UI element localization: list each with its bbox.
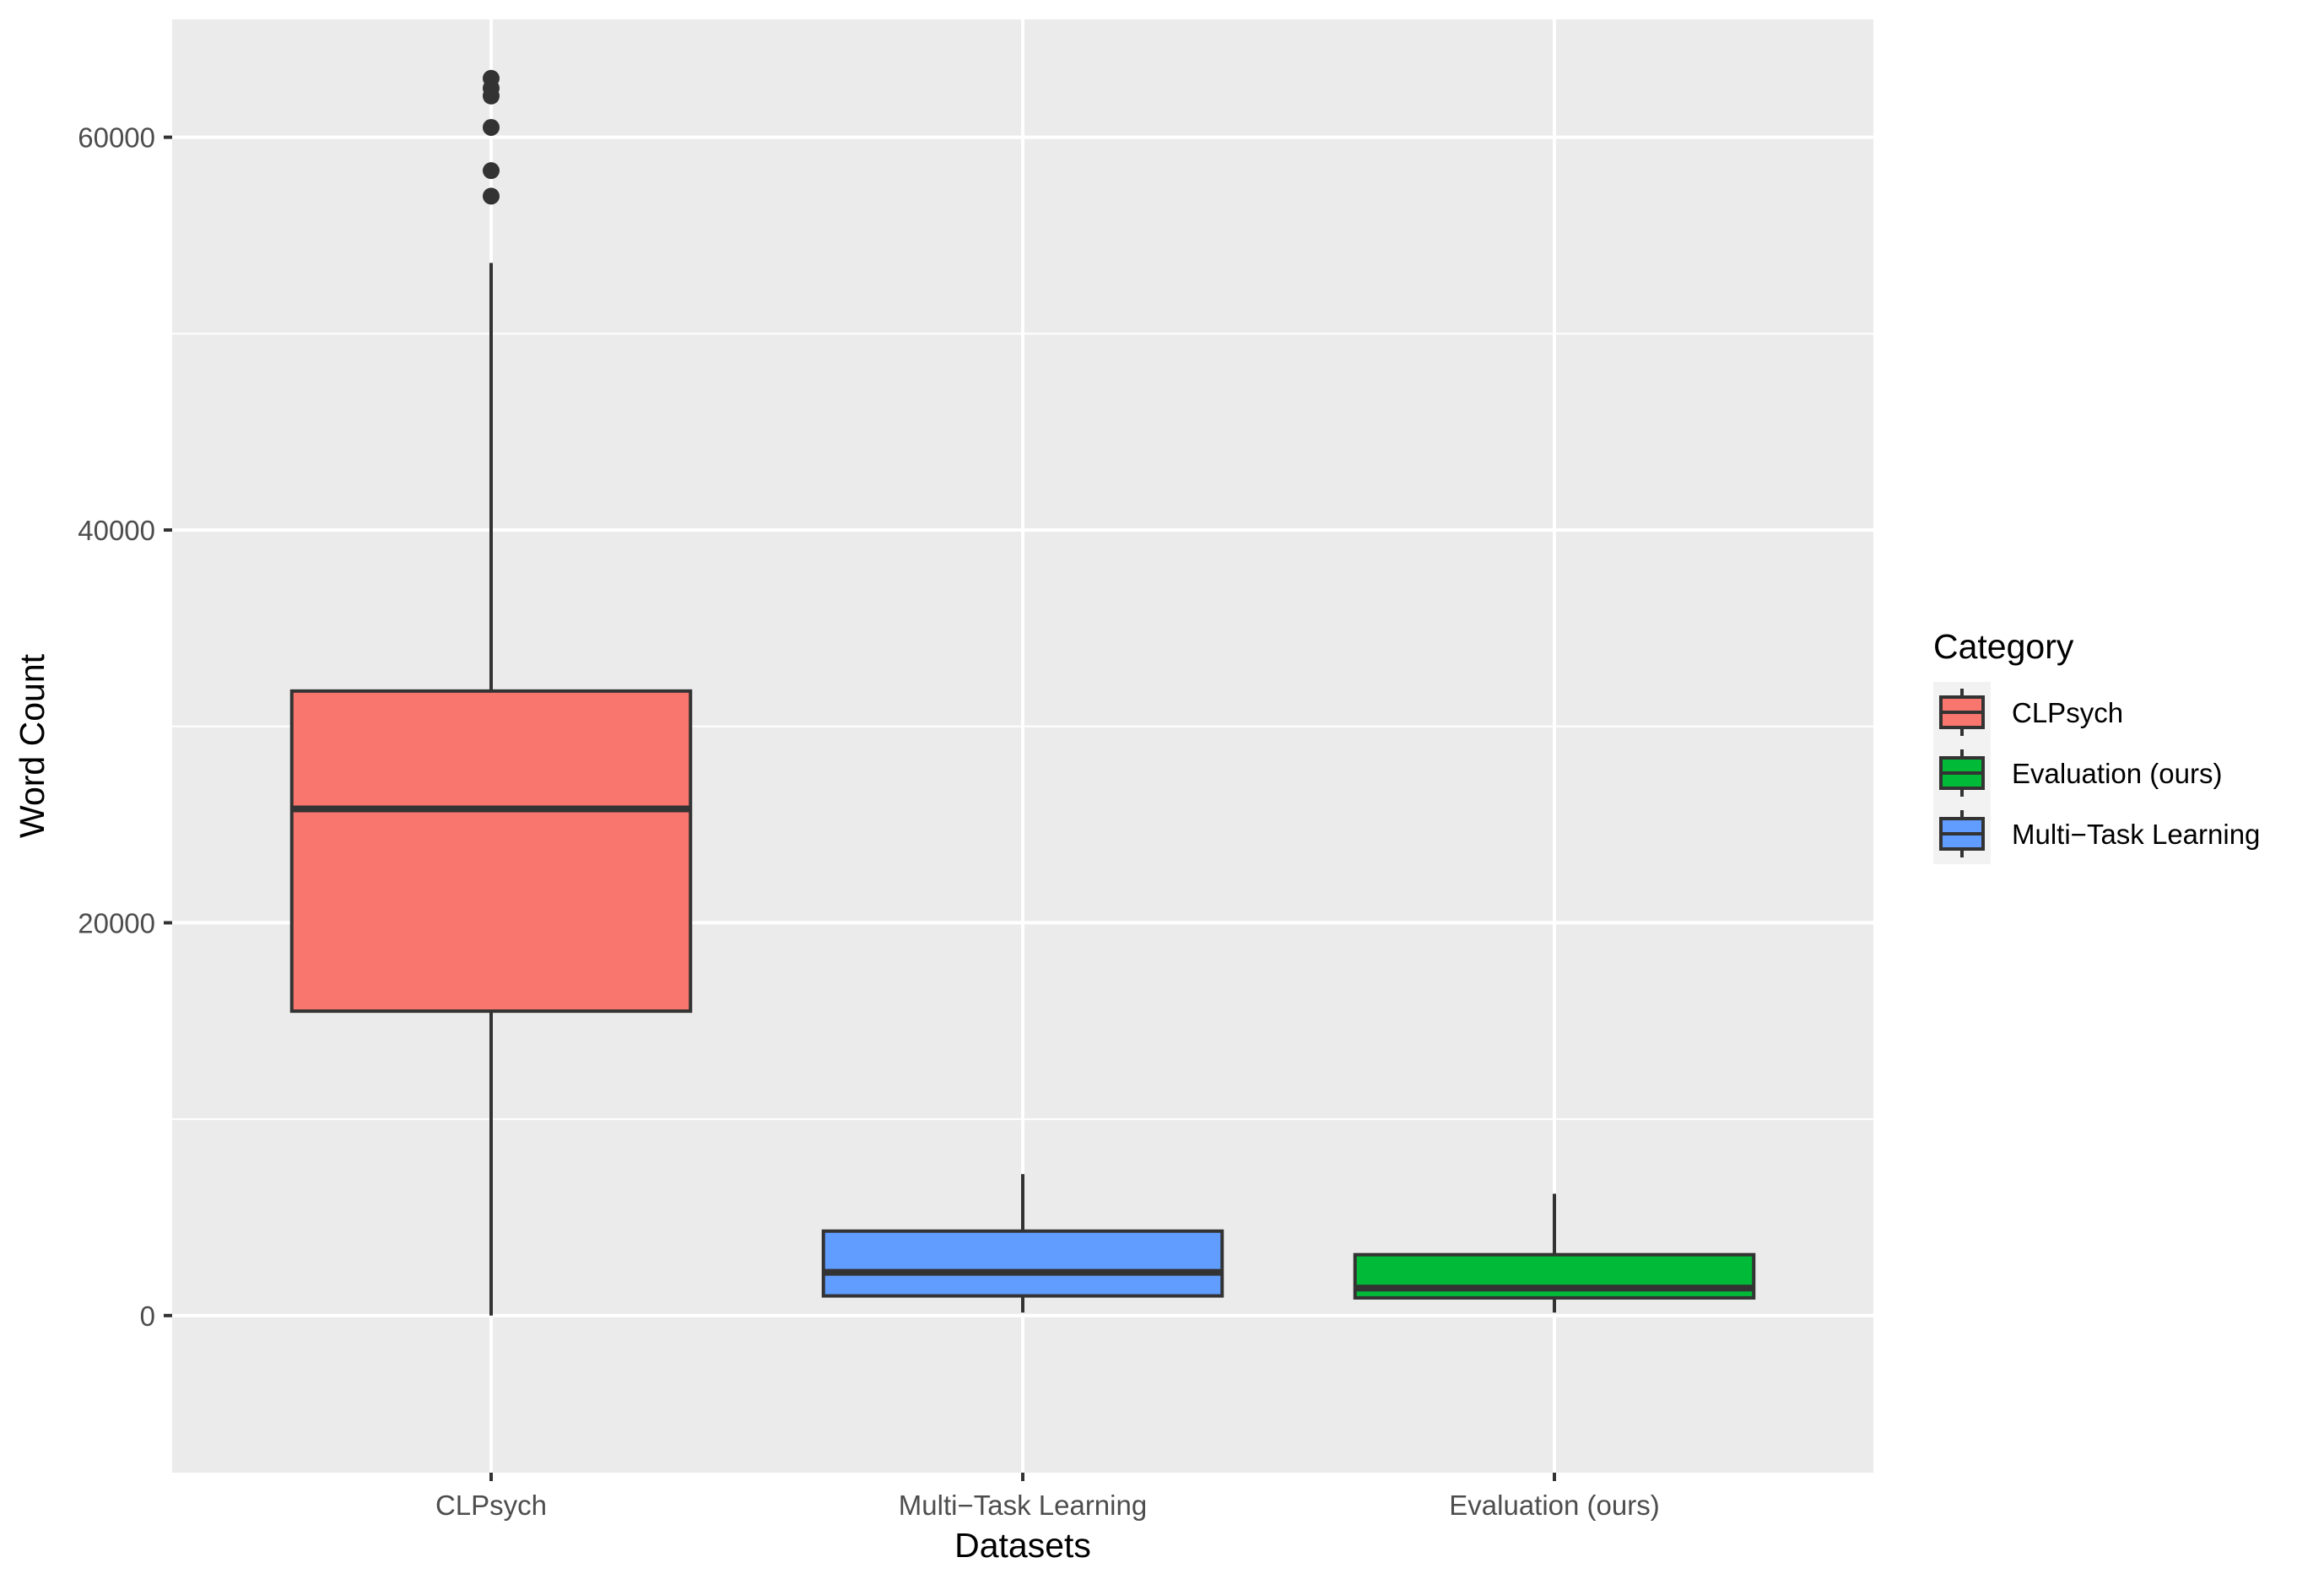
x-axis-title: Datasets: [954, 1526, 1091, 1565]
outlier-point: [483, 118, 500, 136]
legend-items: CLPsych Evaluation (ours) Multi−Task Learn…: [1933, 682, 2260, 864]
box-iqr: [289, 689, 693, 1014]
legend-label: CLPsych: [2012, 697, 2123, 728]
box-group: [1353, 1193, 1756, 1313]
y-tick-label: 0: [140, 1301, 155, 1332]
box-group: [289, 69, 693, 1316]
outlier-point: [483, 69, 500, 87]
x-tick-label: CLPsych: [435, 1490, 547, 1521]
outlier-point: [483, 162, 500, 180]
box-iqr: [821, 1229, 1224, 1298]
y-tick-label: 40000: [78, 515, 155, 546]
x-axis: CLPsych Multi−Task Learning Evaluation (ou…: [435, 1473, 1660, 1521]
legend-title: Category: [1933, 627, 2074, 666]
legend: Category CLPsych Evaluation (ours) Multi−T…: [1933, 627, 2260, 864]
box-group: [821, 1174, 1224, 1313]
legend-label: Evaluation (ours): [2012, 758, 2222, 789]
y-tick-label: 20000: [78, 907, 155, 938]
x-tick-label: Evaluation (ours): [1449, 1490, 1659, 1521]
boxes-layer: [289, 69, 1756, 1316]
legend-label: Multi−Task Learning: [2012, 819, 2260, 850]
x-tick-label: Multi−Task Learning: [899, 1490, 1147, 1521]
y-tick-label: 60000: [78, 122, 155, 154]
y-axis-title: Word Count: [13, 653, 51, 838]
outlier-point: [483, 187, 500, 205]
legend-item: Evaluation (ours): [1933, 743, 2222, 803]
legend-item: Multi−Task Learning: [1933, 803, 2260, 864]
y-axis: 0 20000 40000 60000: [78, 122, 172, 1332]
legend-item: CLPsych: [1933, 682, 2123, 743]
